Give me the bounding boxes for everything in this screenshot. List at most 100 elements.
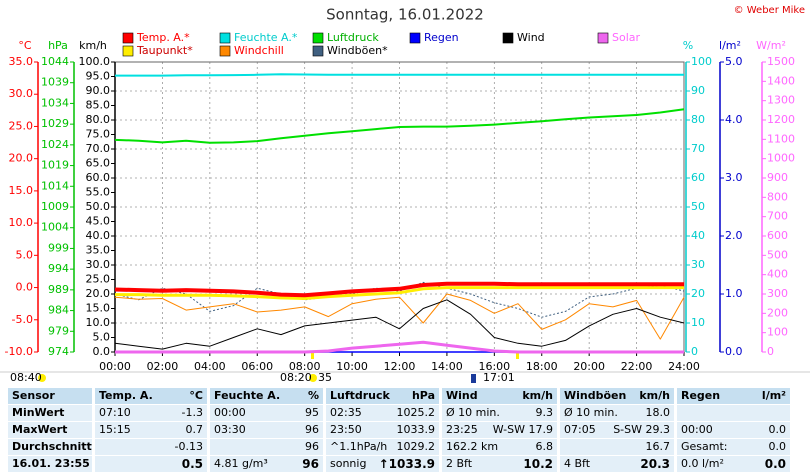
series-line bbox=[114, 293, 685, 340]
cell-text: 0.7 bbox=[185, 423, 204, 436]
cell-text: 16.7 bbox=[645, 440, 671, 453]
cell-text: °C bbox=[189, 389, 203, 402]
y-tick-label: 90 bbox=[691, 84, 705, 97]
cell-text: Ø 10 min. bbox=[446, 406, 500, 419]
legend-label: Temp. A.* bbox=[136, 31, 190, 44]
cell-text: ^1.1hPa/h bbox=[330, 440, 388, 453]
cell-text: % bbox=[307, 389, 319, 402]
y-tick-label: 75.0 bbox=[86, 128, 111, 141]
table-cell: 0.5 bbox=[95, 456, 207, 472]
table-cell bbox=[677, 405, 790, 421]
cell-text: 15:15 bbox=[99, 423, 131, 436]
y-tick-label: 30.0 bbox=[86, 258, 111, 271]
legend-label: Solar bbox=[612, 31, 641, 44]
chart-title: Sonntag, 16.01.2022 bbox=[326, 6, 484, 24]
table-cell: Gesamt: 0.0 bbox=[677, 439, 790, 455]
y-tick-label: -5.0 bbox=[12, 313, 33, 326]
y-tick-label: 55.0 bbox=[86, 186, 111, 199]
legend-swatch bbox=[122, 45, 134, 57]
y-tick-label: 90.0 bbox=[86, 84, 111, 97]
y-tick-label: -10.0 bbox=[5, 345, 33, 358]
y-axis-title: km/h bbox=[79, 39, 107, 52]
cell-text: 0.0 bbox=[768, 440, 787, 453]
table-cell: 16.7 bbox=[560, 439, 674, 455]
cell-text: 23:25 bbox=[446, 423, 478, 436]
cell-text: Ø 10 min. bbox=[564, 406, 618, 419]
y-tick-label: 1200 bbox=[767, 113, 795, 126]
cell-text: km/h bbox=[639, 389, 670, 402]
cell-text: 18.0 bbox=[645, 406, 671, 419]
y-axis-title: hPa bbox=[48, 39, 68, 52]
x-tick-label: 24:00 bbox=[668, 360, 700, 373]
y-tick-label: 500 bbox=[767, 248, 788, 261]
y-tick-label: 100 bbox=[691, 55, 712, 68]
legend-label: Wind bbox=[517, 31, 545, 44]
y-tick-label: 40.0 bbox=[86, 229, 111, 242]
y-tick-label: 20.0 bbox=[86, 287, 111, 300]
table-cell: Ø 10 min. 9.3 bbox=[442, 405, 557, 421]
y-tick-label: 1500 bbox=[767, 55, 795, 68]
cell-text: 9.3 bbox=[535, 406, 554, 419]
y-tick-label: 0 bbox=[691, 345, 698, 358]
table-cell: 15:15 0.7 bbox=[95, 422, 207, 438]
y-tick-label: 80 bbox=[691, 113, 705, 126]
table-cell: Ø 10 min. 18.0 bbox=[560, 405, 674, 421]
table-cell: 23:25 W-SW 17.9 bbox=[442, 422, 557, 438]
table-cell: Windböen km/h bbox=[560, 388, 674, 404]
y-tick-label: 80.0 bbox=[86, 113, 111, 126]
y-tick-label: 600 bbox=[767, 229, 788, 242]
annotation: 08:40 bbox=[10, 371, 42, 384]
y-tick-label: 60 bbox=[691, 171, 705, 184]
y-tick-label: 1044 bbox=[41, 55, 69, 68]
legend-swatch bbox=[219, 45, 231, 57]
cell-text: 0.0 bbox=[764, 457, 786, 471]
y-tick-label: 0.0 bbox=[725, 345, 743, 358]
y-tick-label: 1034 bbox=[41, 96, 69, 109]
cell-text: Wind bbox=[446, 389, 478, 402]
table-cell: 00:00 0.0 bbox=[677, 422, 790, 438]
cell-text: 95 bbox=[305, 406, 319, 419]
series-line bbox=[114, 281, 685, 318]
cell-text: 4 Bft bbox=[564, 457, 591, 470]
y-tick-label: 300 bbox=[767, 287, 788, 300]
y-tick-label: 1039 bbox=[41, 76, 69, 89]
table-cell: Luftdruck hPa bbox=[326, 388, 439, 404]
table-cell: 03:30 96 bbox=[210, 422, 323, 438]
y-tick-label: 25.0 bbox=[9, 119, 34, 132]
row-label: 16.01. 23:55 bbox=[8, 456, 92, 472]
cell-text: 96 bbox=[302, 457, 319, 471]
y-tick-label: 2.0 bbox=[725, 229, 743, 242]
y-tick-label: 1.0 bbox=[725, 287, 743, 300]
cell-text: Feuchte A. bbox=[214, 389, 281, 402]
cell-text: 96 bbox=[305, 423, 319, 436]
series-line bbox=[115, 340, 684, 354]
legend-label: Feuchte A.* bbox=[234, 31, 298, 44]
y-tick-label: 30 bbox=[691, 258, 705, 271]
table-cell: 96 bbox=[210, 439, 323, 455]
cell-text: 2 Bft bbox=[446, 457, 473, 470]
x-tick-label: 08:00 bbox=[289, 360, 321, 373]
cell-text: Windböen bbox=[564, 389, 627, 402]
y-tick-label: 0 bbox=[767, 345, 774, 358]
cell-text: 03:30 bbox=[214, 423, 246, 436]
y-tick-label: 979 bbox=[48, 324, 69, 337]
legend-label: Regen bbox=[424, 31, 459, 44]
table-cell: 162.2 km 6.8 bbox=[442, 439, 557, 455]
x-tick-label: 20:00 bbox=[573, 360, 605, 373]
y-tick-label: 70.0 bbox=[86, 142, 111, 155]
x-tick-label: 06:00 bbox=[241, 360, 273, 373]
row-label: MaxWert bbox=[8, 422, 92, 438]
cell-text: 00:00 bbox=[681, 423, 713, 436]
legend-swatch bbox=[502, 32, 514, 44]
cell-text: -1.3 bbox=[181, 406, 203, 419]
cell-text: Luftdruck bbox=[330, 389, 390, 402]
y-tick-label: 5.0 bbox=[93, 331, 111, 344]
cell-text: W-SW 17.9 bbox=[492, 423, 553, 436]
y-tick-label: 15.0 bbox=[86, 302, 111, 315]
x-tick-label: 22:00 bbox=[621, 360, 653, 373]
y-axis-title: % bbox=[683, 39, 693, 52]
cell-text: km/h bbox=[522, 389, 553, 402]
legend-label: Taupunkt* bbox=[136, 44, 193, 57]
y-axis-title: W/m² bbox=[756, 39, 786, 52]
